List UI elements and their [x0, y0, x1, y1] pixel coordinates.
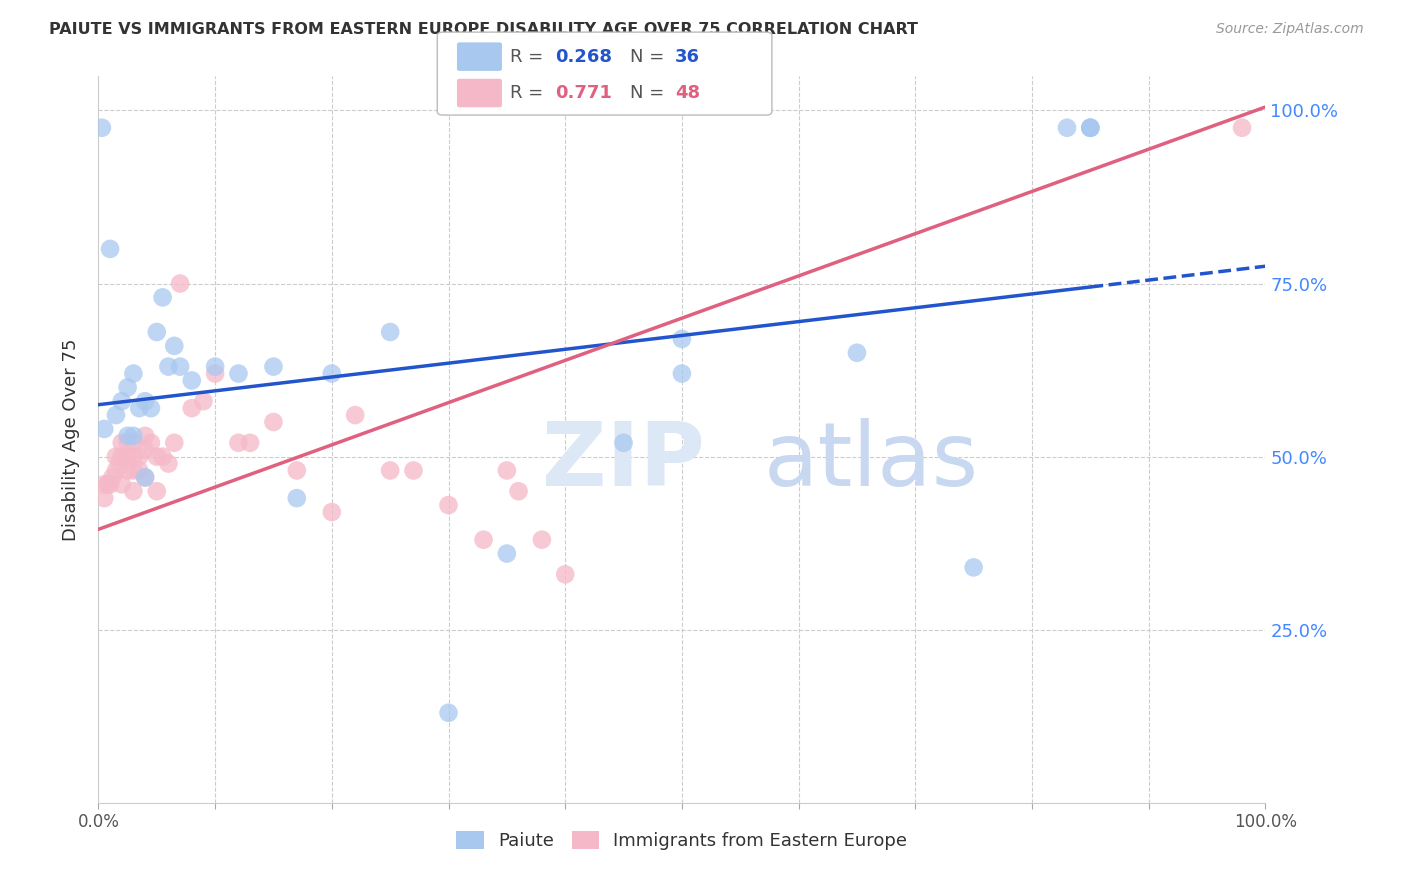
Point — [1056, 120, 1078, 135]
Point — [134, 442, 156, 457]
Point — [437, 498, 460, 512]
Text: 36: 36 — [675, 47, 700, 66]
Point — [496, 463, 519, 477]
Point — [437, 706, 460, 720]
Point — [554, 567, 576, 582]
Point — [508, 484, 530, 499]
Text: PAIUTE VS IMMIGRANTS FROM EASTERN EUROPE DISABILITY AGE OVER 75 CORRELATION CHAR: PAIUTE VS IMMIGRANTS FROM EASTERN EUROPE… — [49, 22, 918, 37]
Point — [285, 463, 308, 477]
Point — [104, 408, 127, 422]
Point — [163, 435, 186, 450]
Point — [344, 408, 367, 422]
Point — [104, 463, 127, 477]
Point — [93, 422, 115, 436]
Text: 48: 48 — [675, 84, 700, 102]
Point — [146, 325, 169, 339]
Text: R =: R = — [510, 84, 550, 102]
Point — [122, 484, 145, 499]
Point — [239, 435, 262, 450]
Point — [108, 457, 131, 471]
Point — [93, 477, 115, 491]
Point — [93, 491, 115, 505]
Point — [104, 450, 127, 464]
Text: 0.268: 0.268 — [555, 47, 613, 66]
Point — [169, 359, 191, 374]
Point — [262, 415, 284, 429]
Point — [134, 429, 156, 443]
Point — [117, 450, 139, 464]
Point — [321, 505, 343, 519]
Point — [228, 435, 250, 450]
Point — [321, 367, 343, 381]
Point — [146, 450, 169, 464]
Point — [117, 435, 139, 450]
Point — [1080, 120, 1102, 135]
Text: N =: N = — [630, 84, 669, 102]
Point — [1230, 120, 1253, 135]
Point — [204, 367, 226, 381]
Point — [98, 242, 121, 256]
Point — [285, 491, 308, 505]
Point — [97, 477, 120, 491]
Point — [228, 367, 250, 381]
Point — [101, 470, 124, 484]
Point — [671, 367, 693, 381]
Point — [117, 463, 139, 477]
Point — [613, 435, 636, 450]
Text: 0.771: 0.771 — [555, 84, 612, 102]
Point — [128, 401, 150, 416]
Point — [152, 290, 174, 304]
Point — [98, 477, 121, 491]
Point — [157, 457, 180, 471]
Point — [111, 450, 134, 464]
Point — [122, 463, 145, 477]
Point — [139, 435, 162, 450]
Point — [111, 394, 134, 409]
Point — [111, 435, 134, 450]
Point — [671, 332, 693, 346]
Text: N =: N = — [630, 47, 669, 66]
Point — [496, 547, 519, 561]
Point — [128, 463, 150, 477]
Text: atlas: atlas — [763, 417, 979, 505]
Point — [122, 450, 145, 464]
Text: ZIP: ZIP — [541, 417, 704, 505]
Point — [380, 463, 402, 477]
Point — [134, 394, 156, 409]
Point — [128, 450, 150, 464]
Point — [846, 345, 869, 359]
Point — [90, 120, 112, 135]
Point — [134, 470, 156, 484]
Point — [169, 277, 191, 291]
Point — [472, 533, 495, 547]
Point — [146, 484, 169, 499]
Point — [163, 339, 186, 353]
Point — [530, 533, 553, 547]
Point — [122, 435, 145, 450]
Point — [122, 367, 145, 381]
Point — [204, 359, 226, 374]
Y-axis label: Disability Age Over 75: Disability Age Over 75 — [62, 338, 80, 541]
Point — [193, 394, 215, 409]
Point — [117, 429, 139, 443]
Point — [962, 560, 984, 574]
Point — [117, 380, 139, 394]
Point — [180, 374, 202, 388]
Point — [180, 401, 202, 416]
Point — [152, 450, 174, 464]
Text: Source: ZipAtlas.com: Source: ZipAtlas.com — [1216, 22, 1364, 37]
Point — [262, 359, 284, 374]
Point — [139, 401, 162, 416]
Point — [122, 429, 145, 443]
Point — [380, 325, 402, 339]
Point — [111, 477, 134, 491]
Legend: Paiute, Immigrants from Eastern Europe: Paiute, Immigrants from Eastern Europe — [447, 822, 917, 859]
Point — [402, 463, 425, 477]
Text: R =: R = — [510, 47, 550, 66]
Point — [1080, 120, 1102, 135]
Point — [157, 359, 180, 374]
Point — [1080, 120, 1102, 135]
Point — [134, 470, 156, 484]
